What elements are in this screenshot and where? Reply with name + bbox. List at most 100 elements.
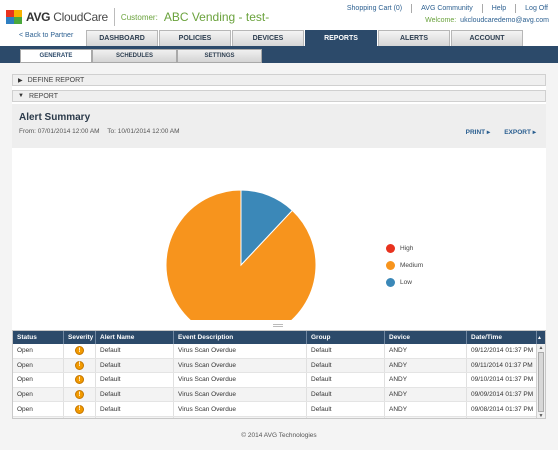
report-title: Alert Summary [19,112,91,123]
print-button[interactable]: PRINT ▸ [465,129,491,136]
alert-name-cell: Default [96,416,174,418]
tab-account[interactable]: ACCOUNT [451,30,523,46]
legend-item-low: Low [386,274,423,291]
scroll-up-icon[interactable]: ▲ [538,344,544,351]
scroll-thumb[interactable] [538,352,544,412]
high-color-swatch [386,244,395,253]
col-group[interactable]: Group [307,331,385,344]
severity-cell: ! [64,387,96,402]
table-scrollbar[interactable]: ▲ ▼ [536,344,545,419]
scroll-down-icon[interactable]: ▼ [538,412,544,419]
status-cell: Open [13,387,64,402]
back-to-partner-link[interactable]: < Back to Partner [19,32,74,39]
report-label: REPORT [28,92,58,100]
low-color-swatch [386,278,395,287]
group-cell: Default [307,358,385,373]
warning-icon: ! [75,360,84,370]
from-date: From: 07/01/2014 12:00 AM [19,128,100,135]
pie-slice-low[interactable] [240,189,294,267]
device-cell: ANDY [385,344,467,358]
col-event-description[interactable]: Event Description [174,331,307,344]
collapse-arrow-icon: ▼ [18,93,24,99]
event-description-cell: Virus Scan Overdue [174,387,307,402]
report-date-range: From: 07/01/2014 12:00 AM To: 10/01/2014… [19,128,186,135]
alert-name-cell: Default [96,402,174,416]
sort-asc-icon: ▲ [536,334,542,341]
report-header: Alert Summary From: 07/01/2014 12:00 AM … [12,104,546,148]
table-body: Open! Default Virus Scan Overdue Default AND… [13,344,545,418]
event-description-cell: Virus Scan Overdue [174,344,307,358]
help-link[interactable]: Help [491,5,507,12]
main-content: ▶ DEFINE REPORT ▼ REPORT Alert Summary F… [12,74,546,419]
datetime-cell: 09/11/2014 01:37 PM [467,358,537,373]
col-status[interactable]: Status [13,331,64,344]
tab-policies[interactable]: POLICIES [159,30,231,46]
warning-icon: ! [75,346,84,356]
device-cell: ANDY [385,402,467,416]
group-cell: Default [307,416,385,418]
define-report-label: DEFINE REPORT [27,76,85,84]
severity-cell: ! [64,402,96,416]
status-cell: Open [13,416,64,418]
resize-handle[interactable] [273,324,283,327]
tab-dashboard[interactable]: DASHBOARD [86,30,158,46]
header-divider [113,8,115,26]
sub-nav: GENERATE SCHEDULES SETTINGS [0,46,558,63]
warning-icon: ! [75,375,84,385]
report-section[interactable]: ▼ REPORT [12,90,546,102]
brand-name: AVG CloudCare [26,10,108,24]
medium-color-swatch [386,261,395,270]
legend-item-high: High [386,240,423,257]
col-datetime[interactable]: Date/Time ▲ [467,331,542,344]
col-alert-name[interactable]: Alert Name [96,331,174,344]
pie-slice-medium[interactable] [165,189,317,320]
device-cell: ANDY [385,416,467,418]
severity-cell: ! [64,416,96,418]
alerts-table: Status Severity Alert Name Event Descrip… [12,330,546,419]
datetime-cell: 09/12/2014 01:37 PM [467,344,537,358]
group-cell: Default [307,344,385,358]
datetime-cell: 09/08/2014 01:37 PM [467,402,537,416]
severity-cell: ! [64,344,96,358]
export-button[interactable]: EXPORT ▸ [504,129,536,136]
subtab-generate[interactable]: GENERATE [20,49,92,63]
device-cell: ANDY [385,358,467,373]
avg-community-link[interactable]: AVG Community [421,5,473,12]
tab-devices[interactable]: DEVICES [232,30,304,46]
shopping-cart-link[interactable]: Shopping Cart (0) [346,5,403,12]
col-severity[interactable]: Severity [64,331,96,344]
datetime-cell: 09/10/2014 01:37 PM [467,373,537,387]
logo: AVG CloudCare Customer: ABC Vending - te… [6,8,269,26]
device-cell: ANDY [385,387,467,402]
user-email[interactable]: ukcloudcaredemo@avg.com [460,17,549,24]
expand-arrow-icon: ▶ [18,77,23,84]
tab-reports[interactable]: REPORTS [305,30,377,46]
tab-alerts[interactable]: ALERTS [378,30,450,46]
status-cell: Open [13,358,64,373]
datetime-cell: 09/09/2014 01:37 PM [467,387,537,402]
subtab-settings[interactable]: SETTINGS [177,49,262,63]
customer-name: ABC Vending - test- [163,10,270,24]
alert-pie-chart [165,189,317,320]
define-report-section[interactable]: ▶ DEFINE REPORT [12,74,546,86]
group-cell: Default [307,373,385,387]
group-cell: Default [307,402,385,416]
group-cell: Default [307,387,385,402]
col-device[interactable]: Device [385,331,467,344]
avg-logo-icon [6,9,23,25]
footer-copyright: © 2014 AVG Technologies [241,432,317,439]
welcome-text: Welcome: ukcloudcaredemo@avg.com [425,17,549,24]
table-header: Status Severity Alert Name Event Descrip… [13,331,545,344]
main-nav: < Back to Partner DASHBOARD POLICIES DEV… [0,29,558,46]
subtab-schedules[interactable]: SCHEDULES [92,49,177,63]
chart-legend: High Medium Low [386,240,423,291]
log-off-link[interactable]: Log Off [525,5,548,12]
severity-cell: ! [64,358,96,373]
